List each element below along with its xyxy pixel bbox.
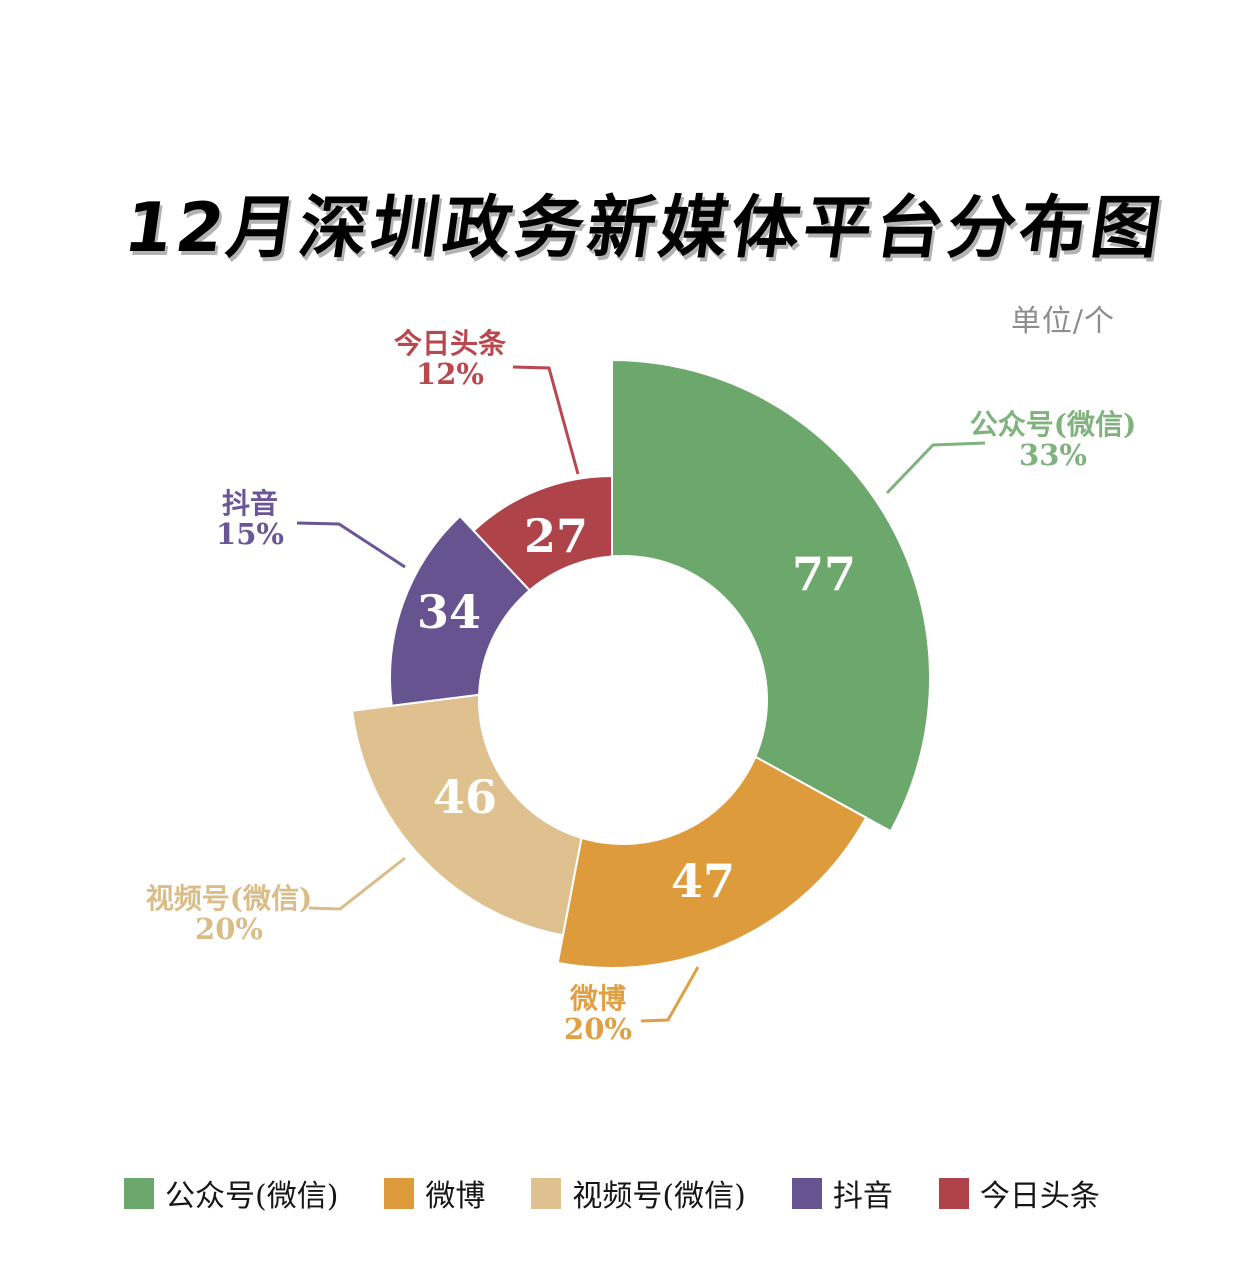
unit-note: 单位/个	[1010, 304, 1115, 339]
slice-value-weibo: 47	[670, 854, 736, 908]
slice-value-toutiao: 27	[523, 509, 589, 563]
callout-percent: 20%	[195, 912, 263, 946]
callout-percent: 12%	[416, 357, 484, 391]
callout-label: 公众号(微信)	[969, 408, 1137, 441]
slice-value-douyin: 34	[416, 585, 482, 639]
legend-item-douyin: 抖音	[791, 1171, 893, 1215]
legend-label: 抖音	[832, 1179, 893, 1214]
callout-percent: 15%	[216, 517, 284, 551]
callout-percent: 20%	[564, 1012, 632, 1046]
legend: 公众号(微信) 微博 视频号(微信) 抖音 今日头条	[124, 1171, 1100, 1215]
callout-percent: 33%	[1019, 438, 1087, 472]
legend-swatch-weibo	[384, 1177, 415, 1209]
legend-item-weibo: 微博	[384, 1171, 485, 1215]
callout-label: 今日头条	[393, 327, 507, 360]
slice-value-wechat-video: 46	[432, 770, 498, 824]
legend-label: 公众号(微信)	[165, 1179, 339, 1214]
legend-item-wechat-official: 公众号(微信)	[124, 1171, 338, 1215]
callout-label: 微博	[569, 982, 627, 1015]
callout-douyin: 抖音 15%	[216, 487, 284, 551]
callout-wechat-video: 视频号(微信) 20%	[145, 882, 313, 946]
callout-label: 抖音	[221, 487, 279, 520]
callout-line-wechat-video	[308, 856, 406, 911]
legend-swatch-toutiao	[938, 1177, 969, 1209]
legend-swatch-douyin	[791, 1177, 822, 1209]
legend-swatch-wechat-official	[124, 1177, 154, 1209]
slice-value-wechat-official: 77	[791, 547, 857, 601]
legend-label: 今日头条	[979, 1179, 1100, 1214]
legend-swatch-wechat-video	[531, 1177, 562, 1209]
callout-weibo: 微博 20%	[564, 982, 632, 1046]
callout-line-douyin	[296, 521, 406, 569]
legend-item-wechat-video: 视频号(微信)	[531, 1171, 746, 1215]
legend-item-toutiao: 今日头条	[938, 1171, 1100, 1215]
callout-line-weibo	[640, 966, 700, 1023]
callout-toutiao: 今日头条 12%	[393, 327, 507, 391]
callout-wechat-official: 公众号(微信) 33%	[969, 408, 1137, 472]
legend-label: 微博	[425, 1179, 486, 1214]
legend-label: 视频号(微信)	[572, 1179, 746, 1214]
callout-line-toutiao	[512, 365, 580, 475]
callout-label: 视频号(微信)	[145, 882, 313, 915]
callout-line-wechat-official	[885, 441, 986, 495]
donut-hole	[478, 555, 768, 845]
